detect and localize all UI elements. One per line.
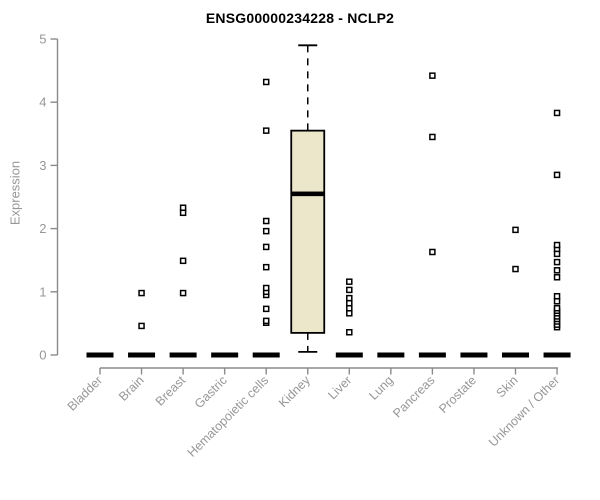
outlier-point xyxy=(346,286,353,294)
x-tick-label: Breast xyxy=(153,373,189,409)
outlier-point xyxy=(138,322,145,330)
outlier-point xyxy=(138,289,145,297)
y-tick-label: 3 xyxy=(39,158,46,173)
outlier-point xyxy=(262,127,270,134)
outlier-point xyxy=(346,299,353,307)
y-tick-label: 2 xyxy=(39,221,46,236)
zero-median-bar xyxy=(418,352,446,358)
outlier-point xyxy=(262,305,270,313)
outlier-point xyxy=(262,317,270,325)
y-tick-label: 5 xyxy=(39,32,46,47)
zero-median-bar xyxy=(252,352,280,358)
outlier-point xyxy=(553,109,561,117)
outlier-point xyxy=(346,310,353,317)
zero-median-bar xyxy=(460,352,488,358)
outlier-point xyxy=(553,304,561,312)
zero-median-bar xyxy=(86,352,114,358)
outlier-point xyxy=(553,171,561,179)
zero-median-bar xyxy=(502,352,529,358)
y-tick-label: 1 xyxy=(39,284,46,299)
outlier-point xyxy=(553,292,561,300)
zero-median-bar xyxy=(377,352,405,358)
outlier-point xyxy=(262,227,270,235)
box xyxy=(290,129,326,334)
x-tick-label: Lung xyxy=(366,373,396,403)
chart-title: ENSG00000234228 - NCLP2 xyxy=(205,10,395,26)
outlier-point xyxy=(553,241,561,249)
outlier-point xyxy=(262,217,270,225)
outlier-point xyxy=(553,274,561,281)
x-tick-label: Kidney xyxy=(276,373,313,410)
outlier-point xyxy=(262,243,270,251)
outlier-point xyxy=(179,257,187,265)
outlier-point xyxy=(346,294,353,302)
outlier-point xyxy=(346,304,353,312)
outlier-point xyxy=(346,278,353,285)
outlier-point xyxy=(553,250,561,258)
outlier-point xyxy=(429,133,436,141)
outlier-point xyxy=(179,204,187,211)
outlier-point xyxy=(346,328,353,336)
outlier-point xyxy=(262,284,270,292)
x-tick-label: Hematopoietic cells xyxy=(185,373,272,460)
zero-median-bar xyxy=(169,352,197,358)
outlier-point xyxy=(553,267,561,274)
outlier-point xyxy=(512,265,519,273)
x-tick-label: Brain xyxy=(116,373,147,404)
outlier-point xyxy=(553,258,561,266)
x-tick-label: Liver xyxy=(325,373,354,402)
zero-median-bar xyxy=(335,352,363,358)
median-line xyxy=(291,191,325,197)
zero-median-bar xyxy=(128,352,156,358)
y-tick-label: 4 xyxy=(39,95,46,110)
x-tick-label: Skin xyxy=(494,373,521,400)
outlier-point xyxy=(262,78,270,86)
x-tick-label: Prostate xyxy=(436,373,479,416)
zero-median-bar xyxy=(543,352,571,358)
outlier-point xyxy=(512,226,519,234)
y-tick-label: 0 xyxy=(39,348,46,363)
outlier-point xyxy=(429,72,436,79)
outlier-point xyxy=(179,209,187,217)
outlier-point xyxy=(553,298,561,305)
outlier-point xyxy=(262,263,270,271)
zero-median-bar xyxy=(211,352,239,358)
x-tick-label: Gastric xyxy=(192,373,230,411)
x-tick-label: Unknown / Other xyxy=(486,373,562,449)
x-tick-label: Pancreas xyxy=(390,373,437,420)
outlier-point xyxy=(429,248,436,256)
outlier-point xyxy=(179,289,187,297)
x-tick-label: Bladder xyxy=(65,373,105,413)
